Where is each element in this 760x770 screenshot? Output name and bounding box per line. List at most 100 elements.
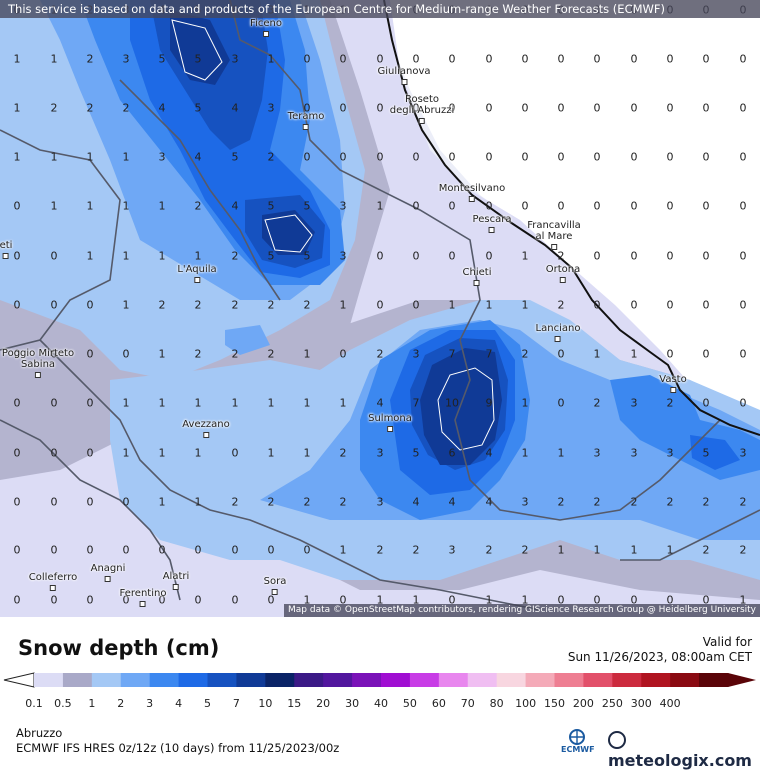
model-run-info: ECMWF IFS HRES 0z/12z (10 days) from 11/… xyxy=(16,741,340,755)
place-label[interactable]: Vasto xyxy=(659,374,687,396)
grid-value: 6 xyxy=(448,446,456,460)
grid-value: 0 xyxy=(412,199,420,213)
scale-level-label: 100 xyxy=(515,697,537,710)
snow-depth-map[interactable]: 0123456310000000000001123553100000000000… xyxy=(0,0,760,617)
grid-value: 0 xyxy=(557,396,565,410)
place-label[interactable]: eti xyxy=(0,240,12,262)
grid-value: 0 xyxy=(739,52,747,66)
grid-value: 0 xyxy=(50,495,58,509)
grid-value: 0 xyxy=(521,52,529,66)
grid-value: 0 xyxy=(739,396,747,410)
place-label[interactable]: Ferentino xyxy=(120,588,166,610)
grid-value: 0 xyxy=(376,52,384,66)
place-marker-icon xyxy=(669,387,676,393)
place-label[interactable]: Pescara xyxy=(473,214,511,236)
grid-value: 0 xyxy=(485,150,493,164)
grid-value: 2 xyxy=(267,347,275,361)
grid-value: 0 xyxy=(86,347,94,361)
grid-value: 1 xyxy=(122,150,130,164)
grid-value: 0 xyxy=(557,593,565,607)
map-attribution[interactable]: Map data © OpenStreetMap contributors, r… xyxy=(284,604,760,617)
grid-value: 4 xyxy=(231,101,239,115)
place-label[interactable]: Ortona xyxy=(546,264,580,286)
grid-value: 0 xyxy=(303,543,311,557)
place-label[interactable]: Teramo xyxy=(288,111,324,133)
place-label[interactable]: Sora xyxy=(264,576,286,598)
grid-value: 0 xyxy=(158,593,166,607)
grid-value: 10 xyxy=(445,396,459,410)
grid-value: 2 xyxy=(267,495,275,509)
scale-swatch xyxy=(294,673,324,687)
grid-value: 0 xyxy=(376,298,384,312)
grid-value: 1 xyxy=(50,52,58,66)
place-label[interactable]: Avezzano xyxy=(182,419,230,441)
grid-value: 0 xyxy=(630,249,638,263)
grid-value: 2 xyxy=(557,249,565,263)
place-label[interactable]: Montesilvano xyxy=(439,183,505,205)
grid-value: 5 xyxy=(231,150,239,164)
grid-value: 0 xyxy=(86,543,94,557)
scale-swatch xyxy=(352,673,382,687)
grid-value: 0 xyxy=(86,446,94,460)
grid-value: 0 xyxy=(557,150,565,164)
place-label[interactable]: Alatri xyxy=(163,571,189,593)
place-marker-icon xyxy=(560,277,566,283)
grid-value: 0 xyxy=(50,543,58,557)
grid-value: 0 xyxy=(50,446,58,460)
place-label[interactable]: Colleferro xyxy=(29,572,77,594)
place-label[interactable]: Roseto degli Abruzzi xyxy=(390,94,454,127)
grid-value: 3 xyxy=(267,101,275,115)
place-marker-icon xyxy=(469,196,475,202)
grid-value: 2 xyxy=(376,543,384,557)
place-name: Sulmona xyxy=(368,413,412,424)
place-label[interactable]: Ficeno xyxy=(250,18,282,40)
place-label[interactable]: Giulianova xyxy=(377,66,431,88)
scale-swatch xyxy=(467,673,498,687)
grid-value: 5 xyxy=(412,446,420,460)
grid-value: 0 xyxy=(666,593,674,607)
grid-value: 1 xyxy=(521,446,529,460)
place-label[interactable]: Poggio Mirteto Sabina xyxy=(2,348,74,381)
grid-value: 0 xyxy=(521,101,529,115)
grid-value: 0 xyxy=(702,593,710,607)
grid-value: 2 xyxy=(231,249,239,263)
grid-value: 1 xyxy=(303,347,311,361)
grid-value: 2 xyxy=(485,543,493,557)
grid-value: 1 xyxy=(521,298,529,312)
place-marker-icon xyxy=(419,118,425,124)
scale-level-label: 250 xyxy=(601,697,623,710)
grid-value: 0 xyxy=(339,101,347,115)
grid-value: 2 xyxy=(122,101,130,115)
ecmwf-logo-icon[interactable] xyxy=(560,728,594,754)
grid-value: 1 xyxy=(122,446,130,460)
place-label[interactable]: Chieti xyxy=(463,267,491,289)
place-label[interactable]: L'Aquila xyxy=(177,264,217,286)
grid-value: 0 xyxy=(50,593,58,607)
grid-value: 0 xyxy=(448,101,456,115)
grid-value: 0 xyxy=(593,52,601,66)
place-label[interactable]: Anagni xyxy=(91,563,125,585)
grid-value: 1 xyxy=(194,249,202,263)
place-label[interactable]: Lanciano xyxy=(536,323,580,345)
grid-value: 0 xyxy=(376,101,384,115)
grid-value: 2 xyxy=(666,396,674,410)
scale-swatch xyxy=(409,673,440,687)
place-name: Ficeno xyxy=(250,18,282,29)
place-label[interactable]: Francavilla al Mare xyxy=(527,220,581,253)
grid-value: 2 xyxy=(50,101,58,115)
grid-value: 0 xyxy=(630,199,638,213)
grid-value: 1 xyxy=(666,543,674,557)
scale-level-label: 4 xyxy=(175,697,183,710)
grid-value: 0 xyxy=(739,150,747,164)
grid-value: 9 xyxy=(485,396,493,410)
grid-value: 1 xyxy=(557,543,565,557)
place-label[interactable]: Sulmona xyxy=(368,413,412,435)
scale-swatch xyxy=(641,673,671,687)
grid-value: 1 xyxy=(231,396,239,410)
grid-value: 1 xyxy=(557,446,565,460)
place-marker-icon xyxy=(489,227,495,233)
grid-value: 0 xyxy=(702,101,710,115)
meteologix-brand[interactable]: meteologix.com xyxy=(608,731,760,770)
grid-value: 1 xyxy=(122,396,130,410)
grid-value: 0 xyxy=(50,298,58,312)
